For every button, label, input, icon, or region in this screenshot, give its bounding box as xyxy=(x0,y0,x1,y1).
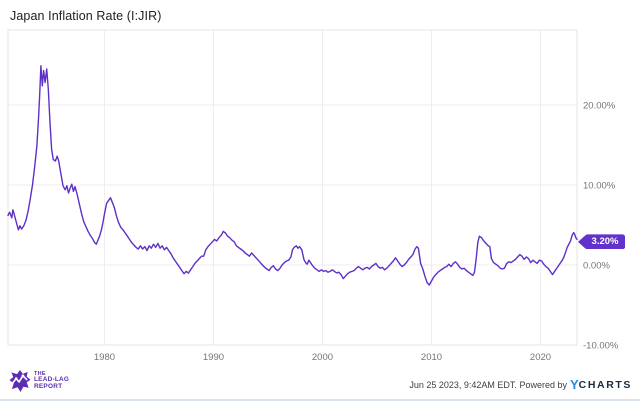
lead-lag-report-logo: THE LEAD-LAG REPORT xyxy=(9,369,69,393)
lead-lag-splat-icon xyxy=(9,370,31,392)
timestamp-text: Jun 25 2023, 9:42AM EDT. xyxy=(409,380,517,390)
svg-text:1980: 1980 xyxy=(94,352,115,363)
svg-text:10.00%: 10.00% xyxy=(583,181,616,192)
svg-text:2000: 2000 xyxy=(312,352,333,363)
powered-by-label: Powered by xyxy=(519,380,567,390)
latest-value-badge: 3.20% xyxy=(578,234,625,250)
ycharts-logo[interactable]: Y xyxy=(569,377,579,392)
svg-text:0.00%: 0.00% xyxy=(583,261,610,272)
svg-text:2010: 2010 xyxy=(421,352,442,363)
svg-text:1990: 1990 xyxy=(203,352,224,363)
chart-title: Japan Inflation Rate (I:JIR) xyxy=(10,9,162,23)
lead-lag-report-wordmark: THE LEAD-LAG REPORT xyxy=(34,370,70,390)
svg-text:-10.00%: -10.00% xyxy=(583,341,619,352)
svg-text:2020: 2020 xyxy=(530,352,551,363)
ycharts-wordmark[interactable]: CHARTS xyxy=(578,379,632,391)
footer-attribution: Jun 25 2023, 9:42AM EDT. Powered by Y CH… xyxy=(409,377,632,392)
svg-text:20.00%: 20.00% xyxy=(583,101,616,112)
